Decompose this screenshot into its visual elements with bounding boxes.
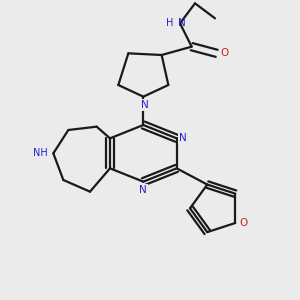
Text: N: N bbox=[141, 100, 149, 110]
Text: N: N bbox=[179, 133, 187, 143]
Text: O: O bbox=[239, 218, 248, 228]
Text: N: N bbox=[140, 185, 147, 195]
Text: N: N bbox=[178, 18, 185, 28]
Text: O: O bbox=[220, 48, 228, 58]
Text: NH: NH bbox=[33, 148, 47, 158]
Text: H: H bbox=[166, 18, 174, 28]
